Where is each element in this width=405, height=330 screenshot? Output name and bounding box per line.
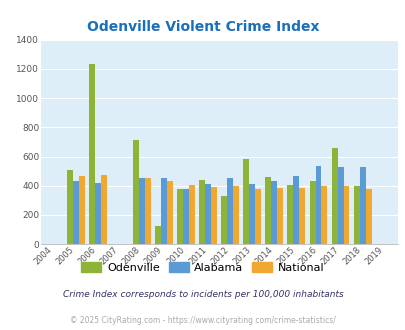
Bar [145, 179, 151, 244]
Bar [243, 159, 249, 244]
Bar [298, 188, 305, 244]
Bar [293, 176, 298, 244]
Bar [232, 186, 239, 244]
Text: Odenville Violent Crime Index: Odenville Violent Crime Index [87, 20, 318, 34]
Bar [155, 226, 161, 244]
Bar [67, 170, 73, 244]
Bar [205, 183, 211, 244]
Bar [331, 148, 337, 244]
Bar [265, 177, 271, 244]
Bar [309, 181, 315, 244]
Bar [359, 168, 364, 244]
Bar [199, 180, 205, 244]
Bar [277, 188, 283, 244]
Bar [189, 185, 195, 244]
Bar [73, 182, 79, 244]
Bar [337, 168, 343, 244]
Bar [271, 182, 277, 244]
Bar [227, 179, 232, 244]
Bar [287, 185, 293, 244]
Bar [353, 186, 359, 244]
Text: Crime Index corresponds to incidents per 100,000 inhabitants: Crime Index corresponds to incidents per… [62, 290, 343, 299]
Bar [133, 141, 139, 244]
Bar [177, 189, 183, 244]
Bar [167, 182, 173, 244]
Bar [315, 166, 321, 244]
Bar [89, 64, 95, 244]
Text: © 2025 CityRating.com - https://www.cityrating.com/crime-statistics/: © 2025 CityRating.com - https://www.city… [70, 316, 335, 325]
Bar [101, 175, 107, 244]
Bar [183, 189, 189, 244]
Bar [364, 189, 371, 244]
Bar [255, 189, 260, 244]
Bar [249, 184, 255, 244]
Bar [321, 186, 326, 244]
Bar [139, 179, 145, 244]
Bar [161, 179, 167, 244]
Legend: Odenville, Alabama, National: Odenville, Alabama, National [77, 258, 328, 278]
Bar [79, 176, 85, 244]
Bar [211, 187, 217, 244]
Bar [221, 196, 227, 244]
Bar [343, 186, 349, 244]
Bar [95, 183, 101, 244]
